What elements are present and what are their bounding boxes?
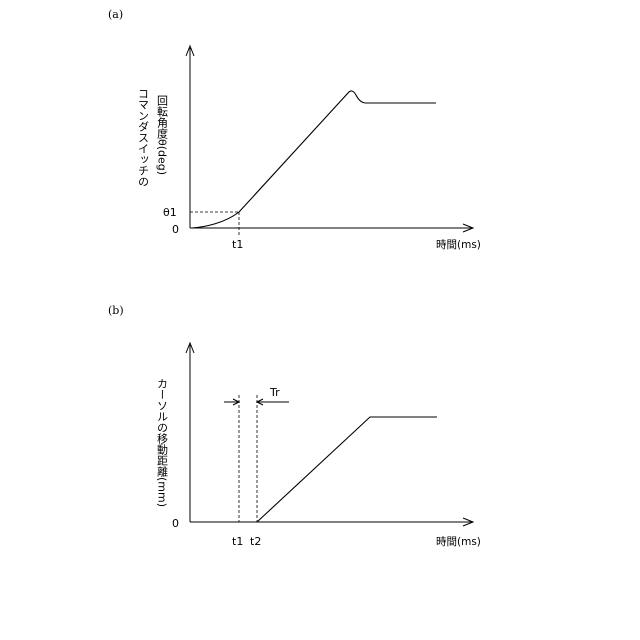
panel-b-xlabel: 時間(ms) (436, 536, 481, 548)
panel-b-label: (b) (108, 304, 124, 317)
panel-a-label: (a) (108, 8, 123, 21)
panel-a-ytick-theta1: θ1 (163, 206, 177, 219)
panel-a-xtick-t1: t1 (232, 238, 243, 251)
panel-a-axes (186, 46, 473, 232)
panel-a-ylabel-line1: コマンダスイッチの (137, 88, 150, 187)
panel-b-axes (186, 343, 473, 526)
panel-a-xlabel: 時間(ms) (436, 239, 481, 251)
panel-a-ylabel-line2: 回転角度θ(deg) (156, 95, 169, 175)
panel-b: (b) カーソルの移動距離(mm) 0 t1 t2 時間(ms) Tr (108, 304, 481, 548)
panel-a-angle-curve (192, 91, 436, 228)
panel-b-xtick-t2: t2 (250, 535, 261, 548)
panel-b-ytick-zero: 0 (172, 517, 179, 530)
panel-a: (a) コマンダスイッチの 回転角度θ(deg) θ1 0 t1 時間(ms) (108, 8, 481, 251)
panel-b-xtick-t1: t1 (232, 535, 243, 548)
tr-label: Tr (269, 386, 280, 399)
panel-b-tr-interval: Tr (224, 386, 289, 405)
panel-b-ylabel: カーソルの移動距離(mm) (156, 378, 169, 507)
panel-b-distance-curve (257, 417, 437, 522)
panel-a-ytick-zero: 0 (172, 223, 179, 236)
